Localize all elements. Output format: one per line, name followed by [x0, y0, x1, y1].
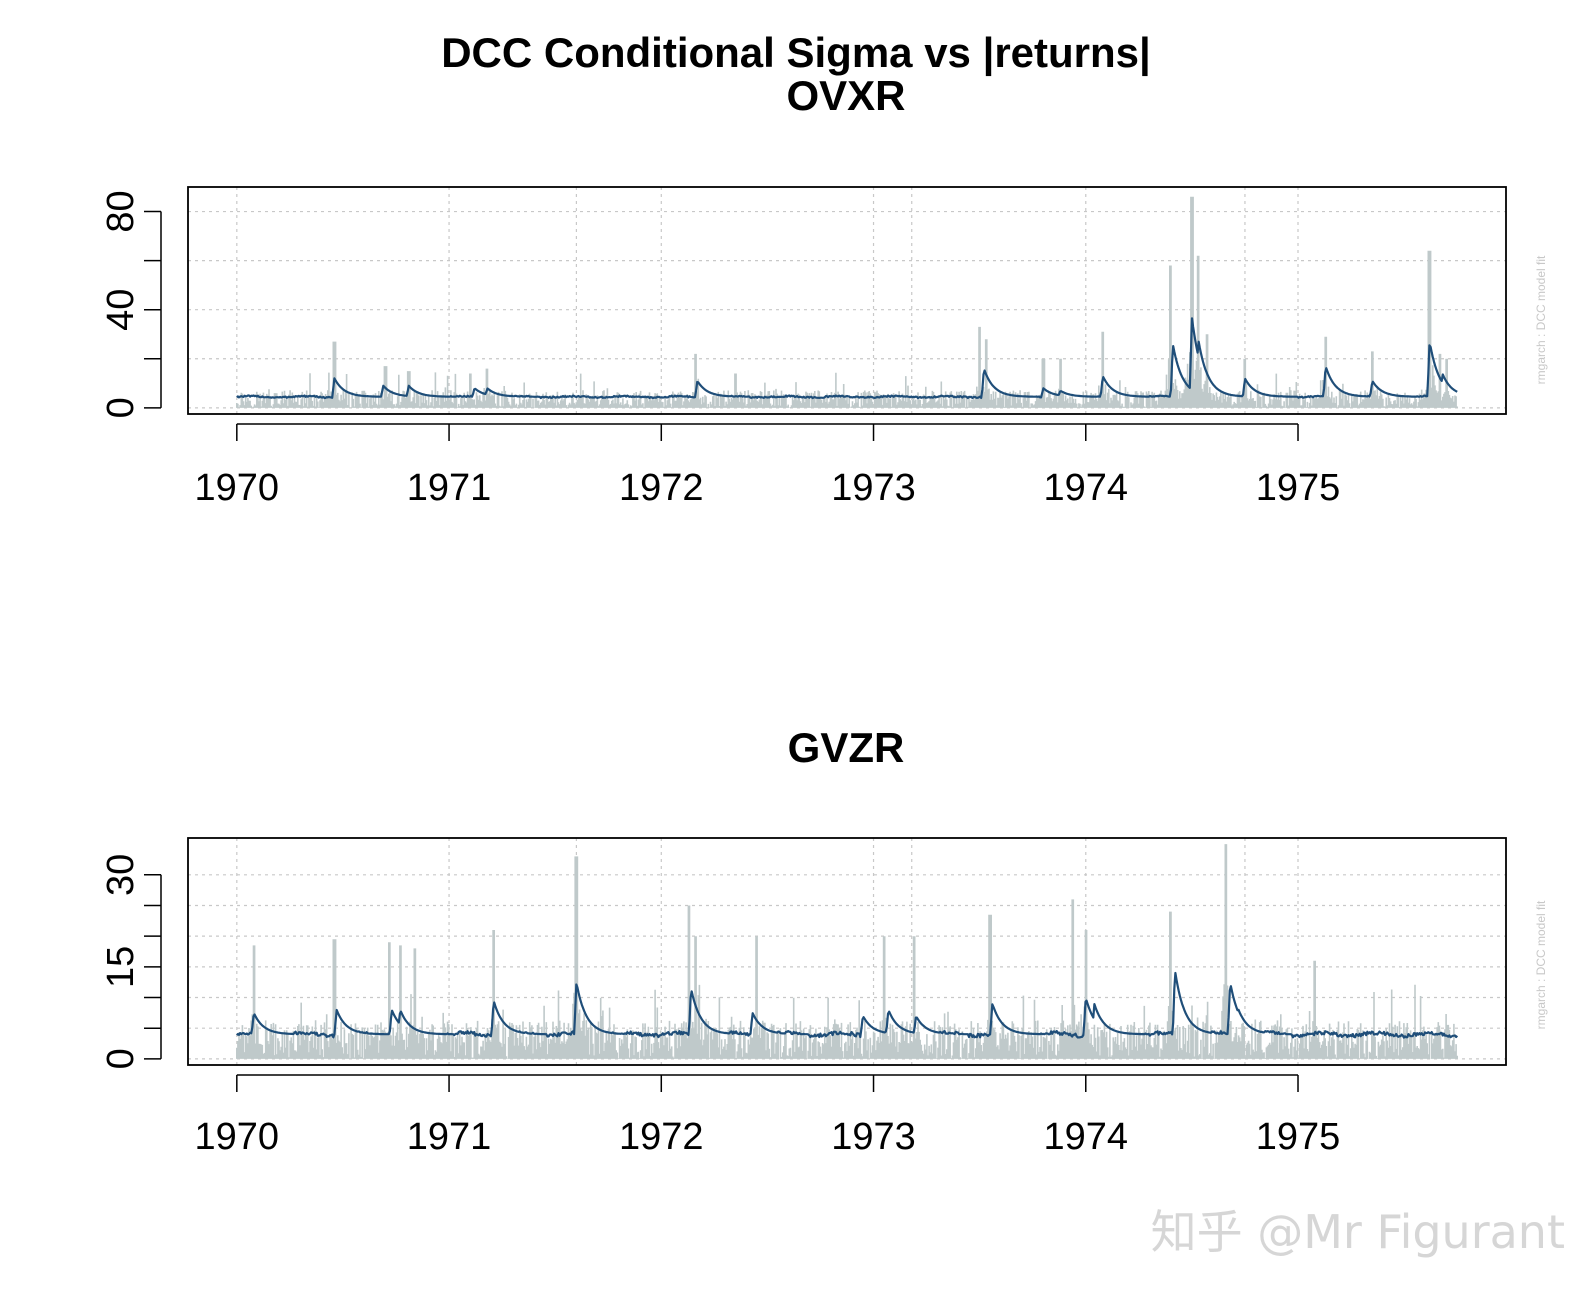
side-note-ovxr: rmgarch : DCC model fit [1534, 255, 1548, 384]
panel-gvzr: 1970 1971 1972 1973 1974 1975 0 15 30 [100, 837, 1507, 1158]
side-note-gvzr: rmgarch : DCC model fit [1534, 900, 1548, 1029]
panel-title-gvzr: GVZR [788, 724, 905, 771]
x-tick-label: 1972 [619, 1116, 704, 1158]
panel-ovxr: 1970 1971 1972 1973 1974 1975 0 40 80 [100, 186, 1507, 509]
y-tick-label: 40 [100, 289, 142, 331]
y-tick-label: 0 [100, 397, 142, 418]
ovxr-sigma-line [236, 317, 1458, 400]
x-tick-label: 1973 [831, 467, 916, 509]
ovxr-abs-returns-line [236, 196, 1458, 408]
plot-frame [187, 837, 1507, 1066]
gvzr-abs-returns-line [236, 844, 1458, 1059]
x-tick-label: 1971 [407, 467, 492, 509]
x-tick-label: 1972 [619, 467, 704, 509]
figure-title: DCC Conditional Sigma vs |returns| [441, 29, 1151, 77]
y-tick-label: 30 [100, 854, 142, 896]
y-tick-label: 0 [100, 1048, 142, 1069]
plot-frame [187, 186, 1507, 415]
x-tick-label: 1970 [195, 1116, 280, 1158]
x-tick-label: 1970 [195, 467, 280, 509]
x-tick-label: 1974 [1043, 1116, 1128, 1158]
x-tick-label: 1971 [407, 1116, 492, 1158]
x-tick-label: 1975 [1256, 467, 1341, 509]
x-tick-label: 1975 [1256, 1116, 1341, 1158]
watermark: 知乎 @Mr Figurant [1151, 1205, 1565, 1259]
y-tick-label: 80 [100, 190, 142, 232]
y-tick-label: 15 [100, 946, 142, 988]
gvzr-sigma-line [236, 971, 1459, 1039]
panel-title-ovxr: OVXR [786, 72, 905, 119]
x-tick-label: 1974 [1043, 467, 1128, 509]
x-tick-label: 1973 [831, 1116, 916, 1158]
